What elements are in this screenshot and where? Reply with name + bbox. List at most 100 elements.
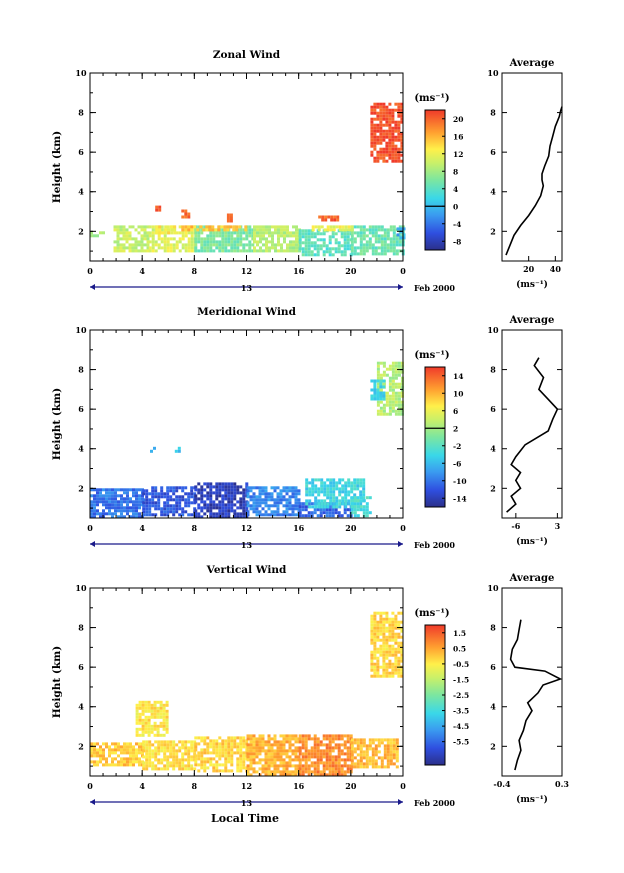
heatmap-pixel <box>346 767 350 771</box>
heatmap-pixel <box>288 495 292 499</box>
heatmap-pixel <box>157 234 161 238</box>
heatmap-pixel <box>276 510 280 514</box>
average-frame <box>501 329 563 519</box>
heatmap-pixel <box>227 491 231 495</box>
heatmap-pixel <box>194 509 198 513</box>
heatmap-pixel <box>382 361 386 365</box>
heatmap-pixel <box>166 507 170 511</box>
heatmap-pixel <box>221 234 225 238</box>
heatmap-cell-12 <box>181 209 191 219</box>
heatmap-pixel <box>391 391 395 395</box>
heatmap-pixel <box>116 249 120 253</box>
avg-y-tick-label: 2 <box>490 226 496 236</box>
avg-y-tick-label: 8 <box>490 623 496 633</box>
heatmap-pixel <box>197 482 201 486</box>
heatmap-pixel <box>206 497 210 501</box>
heatmap-pixel <box>261 743 265 747</box>
heatmap-pixel <box>376 370 380 374</box>
heatmap-pixel <box>227 240 231 244</box>
heatmap-pixel <box>353 496 357 500</box>
heatmap-pixel <box>108 748 111 752</box>
heatmap-pixel <box>356 234 360 238</box>
heatmap-pixel <box>382 156 386 160</box>
heatmap-pixel <box>262 237 265 241</box>
heatmap-pixel <box>212 742 216 746</box>
heatmap-pixel <box>301 770 305 774</box>
heatmap-pixel <box>317 499 321 503</box>
heatmap-pixel <box>294 492 298 496</box>
heatmap-pixel <box>108 751 111 755</box>
heatmap-pixel <box>184 215 188 219</box>
heatmap-pixel <box>108 488 111 492</box>
heatmap-pixel <box>117 754 120 758</box>
heatmap-pixel <box>123 515 126 519</box>
heatmap-pixel <box>117 506 120 510</box>
heatmap-pixel <box>365 505 369 509</box>
heatmap-pixel <box>145 510 149 514</box>
heatmap-pixel <box>370 620 374 624</box>
heatmap-pixel <box>236 237 240 241</box>
heatmap-pixel <box>362 738 366 742</box>
heatmap-pixel <box>282 734 286 738</box>
y-tick-label: 4 <box>78 187 84 197</box>
heatmap-pixel <box>365 246 369 250</box>
heatmap-pixel <box>160 507 164 511</box>
heatmap-pixel <box>200 500 204 504</box>
heatmap-pixel <box>277 225 280 229</box>
heatmap-pixel <box>288 773 292 777</box>
heatmap-pixel <box>159 706 163 710</box>
heatmap-pixel <box>389 240 393 244</box>
heatmap-pixel <box>373 117 377 121</box>
average-title: Average <box>509 58 555 69</box>
heatmap-pixel <box>334 247 338 251</box>
heatmap-pixel <box>322 770 326 774</box>
heatmap-pixel <box>388 132 392 136</box>
heatmap-pixel <box>93 500 96 504</box>
heatmap-pixel <box>145 758 149 762</box>
heatmap-pixel <box>304 238 308 242</box>
heatmap-pixel <box>385 620 389 624</box>
heatmap-pixel <box>246 746 250 750</box>
heatmap-pixel <box>368 237 372 241</box>
heatmap-pixel <box>138 721 142 725</box>
heatmap-pixel <box>211 228 215 232</box>
heatmap-pixel <box>165 730 169 734</box>
x-tick-label: 20 <box>345 781 357 791</box>
heatmap-pixel <box>227 745 231 749</box>
heatmap-pixel <box>288 513 292 517</box>
heatmap-pixel <box>178 249 182 253</box>
heatmap-pixel <box>382 385 386 389</box>
heatmap-pixel <box>373 671 377 675</box>
heatmap-pixel <box>187 755 191 759</box>
heatmap-pixel <box>206 506 210 510</box>
heatmap-pixel <box>151 234 155 238</box>
heatmap-pixel <box>343 752 347 756</box>
heatmap-pixel <box>224 515 228 519</box>
heatmap-pixel <box>388 117 392 121</box>
heatmap-pixel <box>331 253 335 257</box>
heatmap-pixel <box>265 246 268 250</box>
heatmap-pixel <box>114 742 117 746</box>
heatmap-pixel <box>331 770 335 774</box>
heatmap-pixel <box>388 653 392 657</box>
heatmap-pixel <box>181 237 185 241</box>
heatmap-pixel <box>365 496 369 500</box>
heatmap-pixel <box>279 749 283 753</box>
heatmap-pixel <box>160 510 164 514</box>
heatmap-pixel <box>206 494 210 498</box>
heatmap-pixel <box>252 761 256 765</box>
heatmap-pixel <box>368 228 372 232</box>
heatmap-pixel <box>374 753 378 757</box>
heatmap-pixel <box>166 758 170 762</box>
heatmap-pixel <box>230 506 234 510</box>
heatmap-pixel <box>370 150 374 154</box>
heatmap-pixel <box>332 493 336 497</box>
heatmap-pixel <box>391 367 395 371</box>
heatmap-pixel <box>307 755 311 759</box>
heatmap-pixel <box>148 231 152 235</box>
heatmap-pixel <box>291 758 295 762</box>
heatmap-pixel <box>157 743 161 747</box>
heatmap-pixel <box>346 746 350 750</box>
heatmap-pixel <box>343 761 347 765</box>
heatmap-pixel <box>160 761 164 765</box>
